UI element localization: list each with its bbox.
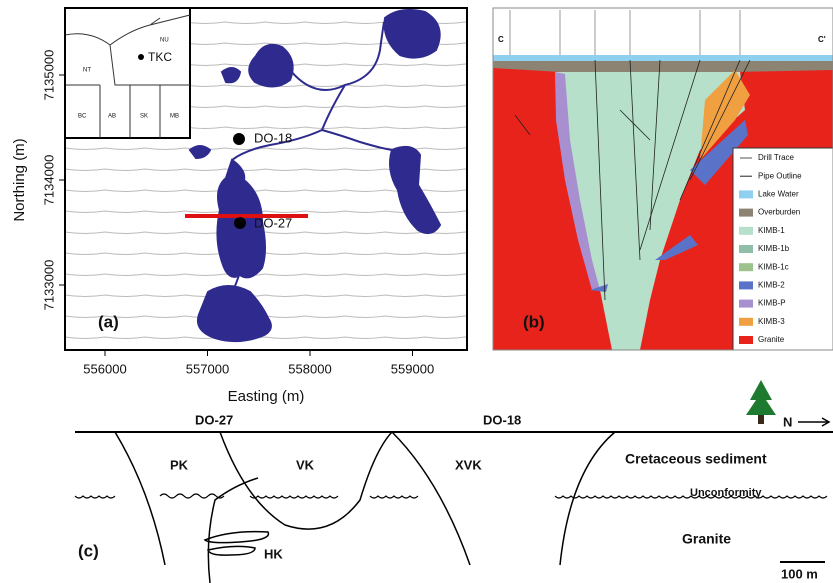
unit-label: VK [296,457,315,472]
legend-label: KIMB-2 [758,281,785,290]
region: AB [108,114,116,120]
y-tick-label: 7135000 [41,50,56,101]
x-tick-label: 558000 [288,361,331,376]
y-tick-label: 7133000 [41,260,56,311]
unit-label: HK [264,546,283,561]
x-tick-label: 557000 [186,361,229,376]
site-marker [233,133,245,145]
section-end: C [498,35,504,44]
region: SK [140,114,148,120]
site-marker [234,217,246,229]
contour [65,274,505,276]
legend-label: KIMB-1b [758,244,790,253]
lakes [190,10,440,341]
y-axis-label: Northing (m) [11,138,28,221]
legend-swatch [739,300,753,308]
scale-label: 100 m [781,566,818,581]
contour [65,169,505,171]
region: NU [160,38,169,44]
region: NT [83,68,91,74]
site-label: DO-27 [254,215,292,230]
legend-label: Lake Water [758,190,799,199]
contour [65,211,505,213]
inset-site: TKC [148,50,172,64]
legend-swatch [739,336,753,344]
legend-label: Drill Trace [758,153,795,162]
panel-label: (a) [98,312,119,331]
contour [65,316,505,318]
schematic [75,380,833,583]
north-label: N [783,414,792,429]
figure: DO-18 DO-27 TKC NU NT BC AB SK MB (a) 55… [0,0,833,583]
contour [65,148,505,150]
unit-label: XVK [455,457,482,472]
cross-section: C C' Drill Trace Pipe Outline Lake Water Ov… [493,8,833,350]
legend-swatch [739,190,753,198]
x-tick-label: 559000 [391,361,434,376]
layer-label: Granite [682,531,731,547]
unit-label: PK [170,457,189,472]
legend-label: Pipe Outline [758,171,802,180]
y-tick-label: 7134000 [41,155,56,206]
legend-swatch [739,245,753,253]
legend-label: KIMB-3 [758,317,785,326]
region: MB [170,114,179,120]
panel-label: (b) [523,312,545,331]
legend-swatch [739,318,753,326]
contour [65,190,505,192]
legend-label: Overburden [758,208,800,217]
contour [65,295,505,297]
legend-label: Granite [758,335,785,344]
legend-label: KIMB-1c [758,262,789,271]
site-label: DO-18 [254,130,292,145]
region: BC [78,114,87,120]
x-tick-label: 556000 [83,361,126,376]
section-end: C' [818,35,826,44]
legend-swatch [739,281,753,289]
legend-label: KIMB-P [758,299,786,308]
site-label: DO-27 [195,412,233,427]
layer-label: Cretaceous sediment [625,451,767,467]
legend-swatch [739,263,753,271]
contour [65,232,505,234]
inset: TKC NU NT BC AB SK MB [65,8,190,138]
legend-swatch [739,227,753,235]
legend-label: KIMB-1 [758,226,785,235]
contour [65,253,505,255]
panel-label: (c) [78,541,99,560]
legend-swatch [739,209,753,217]
site-label: DO-18 [483,412,521,427]
contour [65,337,505,339]
layer-label: Unconformity [690,487,762,499]
x-axis-label: Easting (m) [228,388,305,405]
